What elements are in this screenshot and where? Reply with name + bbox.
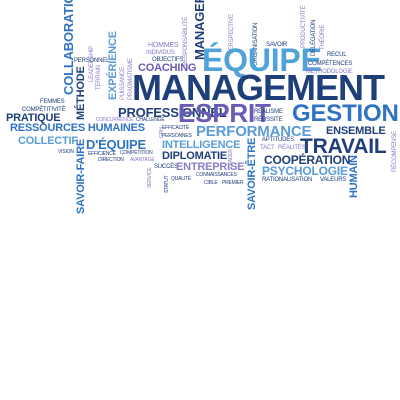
word-pratique: PRATIQUE xyxy=(6,112,61,124)
word-coaching: COACHING xyxy=(138,62,197,74)
word-personnes: PERSONNES xyxy=(162,133,192,139)
word-dequipe: D'ÉQUIPE xyxy=(86,137,147,152)
word-management: MANAGEMENT xyxy=(132,67,385,108)
word-collectif: COLLECTIF xyxy=(18,135,78,147)
word-professionnel: PROFESSIONNEL xyxy=(118,105,227,120)
word-recompense: RÉCOMPENSE xyxy=(392,131,398,172)
word-cooperation: COOPÉRATION xyxy=(264,153,351,167)
word-humain: HUMAIN xyxy=(348,155,360,198)
word-reussite: RÉUSSITE xyxy=(254,117,283,123)
word-theorie: THÉORIE xyxy=(320,24,326,50)
word-experience: EXPÉRIENCE xyxy=(107,31,119,100)
word-femmes: FEMMES xyxy=(40,99,65,105)
word-terrain: TERRAIN xyxy=(96,65,102,90)
word-direction: DIRECTION xyxy=(98,157,124,163)
word-individus: INDIVIDUS xyxy=(146,50,175,56)
word-savoir: SAVOIR xyxy=(266,42,288,48)
word-aptitudes: APTITUDES xyxy=(262,137,294,143)
word-valeurs: VALEURS xyxy=(320,177,347,183)
word-statut: STATUT xyxy=(164,175,170,193)
word-service: SERVICE xyxy=(147,167,153,188)
word-realites: RÉALITÉS xyxy=(278,145,306,151)
word-travail: TRAVAIL xyxy=(300,135,387,158)
word-delegation: DÉLÉGATION xyxy=(311,19,317,56)
word-leadership: LEADERSHIP xyxy=(89,45,95,82)
word-performance: PERFORMANCE xyxy=(196,123,312,140)
word-rationalisation: RATIONALISATION xyxy=(262,177,313,183)
word-productivite: PRODUCTIVITÉ xyxy=(301,5,307,48)
word-personnel: PERSONNEL xyxy=(74,58,110,64)
word-challenge: CHALLENGE xyxy=(136,117,165,123)
word-methode: MÉTHODE xyxy=(75,66,87,120)
word-vision: VISION xyxy=(58,149,74,155)
word-esprit: ESPRIT xyxy=(178,98,271,128)
word-equipe-big: ÉQUIPE xyxy=(202,42,322,78)
word-objectifs: OBJECTIFS xyxy=(152,57,184,63)
word-entreprise: ENTREPRISE xyxy=(176,161,245,173)
word-tact: TACT xyxy=(260,145,275,151)
word-succes: SUCCÈS xyxy=(154,164,178,170)
word-avantage: AVANTAGE xyxy=(130,157,155,163)
word-puissance: PUISSANCE xyxy=(120,67,126,100)
word-efficacite: EFFICACITÉ xyxy=(162,125,190,131)
word-gestion: GESTION xyxy=(292,100,399,127)
word-ressources-humaines: RESSOURCES HUMAINES xyxy=(10,122,145,134)
word-competences: COMPÉTENCES xyxy=(308,61,353,67)
word-concurrence: CONCURRENCE xyxy=(96,117,134,123)
word-ensemble: ENSEMBLE xyxy=(326,125,386,137)
word-qualite: QUALITÉ xyxy=(171,176,191,182)
word-premier: PREMIER xyxy=(222,180,244,186)
word-efficience: EFFICIENCE xyxy=(88,151,116,157)
word-hommes: HOMMES xyxy=(148,42,179,49)
word-collaboration: COLLABORATION xyxy=(61,0,76,95)
word-cible: CIBLE xyxy=(204,180,218,186)
word-realisme: RÉALISME xyxy=(254,109,283,115)
word-competitivite: COMPÉTITIVITÉ xyxy=(22,107,66,113)
word-responsabilite: RESPONSABILITÉ xyxy=(183,17,189,66)
word-recul: RECUL xyxy=(327,52,347,58)
word-intelligence: INTELLIGENCE xyxy=(162,139,241,151)
word-savoir-etre: SAVOIR-ÊTRE xyxy=(246,137,258,210)
word-competition: COMPÉTITION xyxy=(120,150,153,156)
word-methodologie: MÉTHODOLOGIE xyxy=(306,69,353,75)
word-connaissances: CONNAISSANCES xyxy=(196,172,237,178)
word-psychologie: PSYCHOLOGIE xyxy=(262,164,348,178)
word-diplomatie: DIPLOMATIE xyxy=(162,150,228,162)
